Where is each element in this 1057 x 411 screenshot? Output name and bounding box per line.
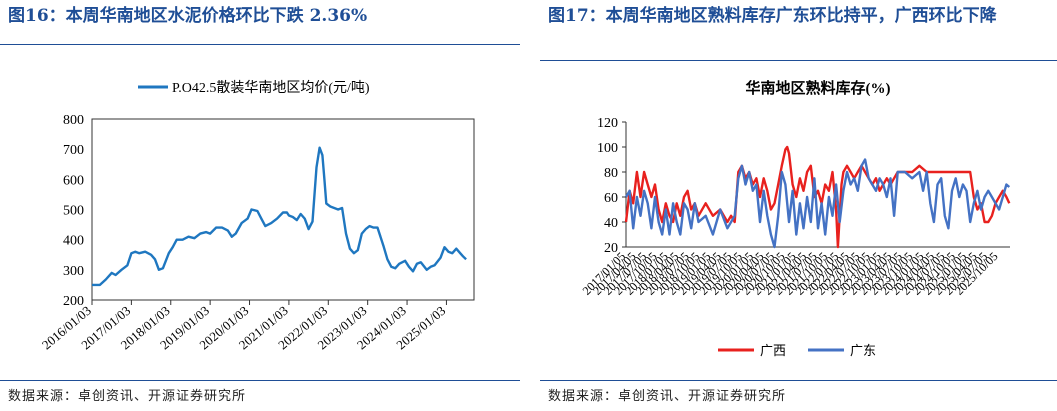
right-source-rule	[540, 380, 1057, 381]
y-tick-label: 200	[63, 294, 84, 309]
y-tick-label: 500	[63, 204, 84, 219]
y-tick-label: 60	[604, 191, 618, 206]
right-figure-title: 图17：本周华南地区熟料库存广东环比持平，广西环比下降	[548, 6, 997, 26]
y-tick-label: 400	[63, 234, 84, 249]
series-line-guangdong	[624, 158, 1011, 249]
right-figure-panel: 图17：本周华南地区熟料库存广东环比持平，广西环比下降 华南地区熟料库存(%) 2…	[540, 0, 1057, 411]
y-tick-label: 80	[604, 166, 618, 181]
series-line-cement-price	[92, 146, 467, 287]
y-tick-label: 100	[597, 141, 618, 156]
y-tick-label: 300	[63, 264, 84, 279]
y-tick-label: 800	[63, 113, 84, 128]
right-title-rule	[540, 60, 1057, 61]
y-tick-label: 20	[604, 241, 618, 256]
series-line-guangxi	[624, 145, 1011, 249]
left-figure-title: 图16：本周华南地区水泥价格环比下跌 2.36%	[8, 6, 368, 26]
legend-label-guangdong: 广东	[850, 343, 876, 358]
left-source-note: 数据来源：卓创资讯、开源证券研究所	[8, 389, 247, 404]
plot-area-frame	[91, 118, 475, 301]
cement-price-chart: 2003004005006007008002016/01/032017/01/0…	[39, 80, 475, 352]
y-tick-label: 600	[63, 173, 84, 188]
left-figure-panel: 图16：本周华南地区水泥价格环比下跌 2.36% 200 300 400 500 600…	[0, 0, 520, 411]
legend-label-cement-price: P.O42.5散装华南地区均价(元/吨)	[172, 80, 370, 96]
y-tick-label: 700	[63, 143, 84, 158]
chart-title: 华南地区熟料库存(%)	[746, 79, 891, 97]
y-tick-label: 120	[597, 116, 618, 131]
left-source-rule	[0, 380, 520, 381]
legend-label-guangxi: 广西	[760, 343, 786, 358]
y-tick-label: 40	[604, 216, 618, 231]
clinker-inventory-chart: 华南地区熟料库存(%)204060801001202017/01/052017/…	[580, 79, 1011, 358]
right-source-note: 数据来源：卓创资讯、开源证券研究所	[548, 389, 787, 404]
left-title-rule	[0, 44, 520, 45]
